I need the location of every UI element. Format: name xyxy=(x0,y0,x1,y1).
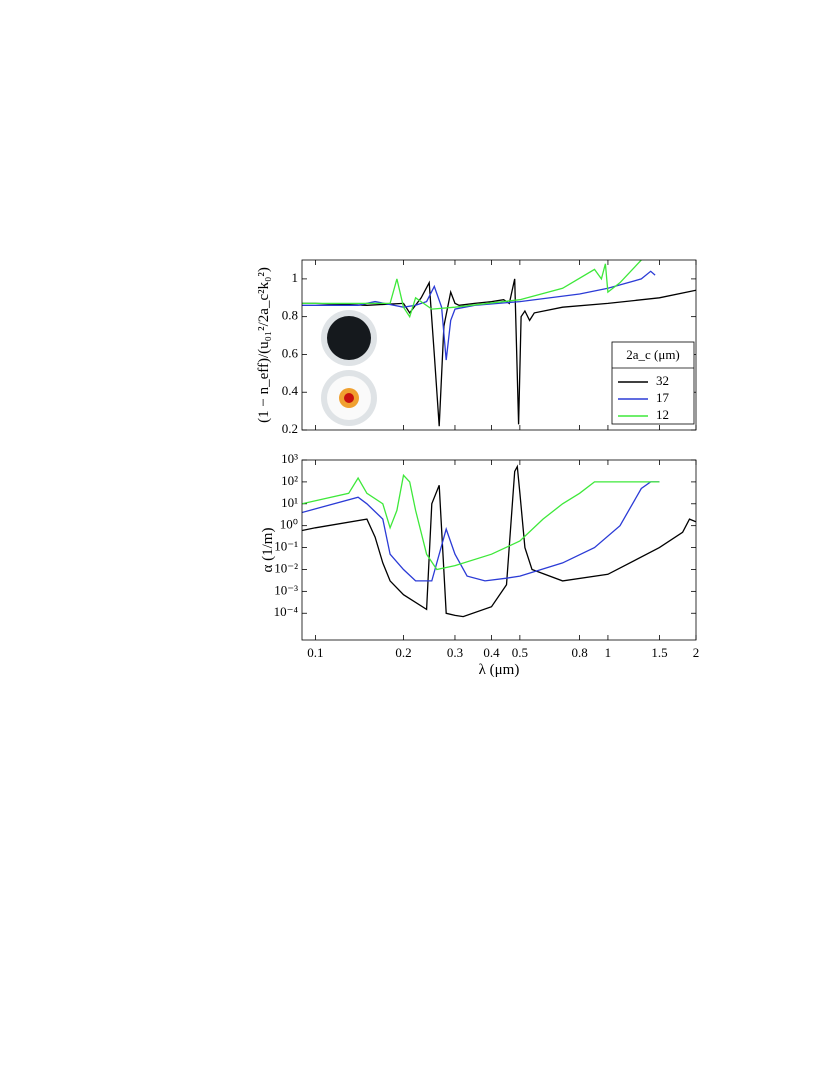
plot-lines xyxy=(302,464,696,618)
y-axis-label: α (1/m) xyxy=(260,528,276,573)
y-tick-label: 0.8 xyxy=(282,308,298,323)
y-tick-label: 10⁻¹ xyxy=(274,539,298,554)
x-tick-label: 1.5 xyxy=(651,645,667,660)
legend-label: 12 xyxy=(656,407,669,422)
y-tick-label: 10⁻³ xyxy=(274,582,298,597)
data-line xyxy=(302,473,660,571)
inset-mode-peak xyxy=(344,393,354,403)
inset-images xyxy=(321,310,377,426)
y-tick-label: 10⁻² xyxy=(274,560,298,575)
legend-label: 17 xyxy=(656,390,670,405)
legend-box xyxy=(611,341,695,425)
x-tick-label: 0.8 xyxy=(571,645,587,660)
plot-frame xyxy=(301,259,697,431)
plot-frame xyxy=(301,459,697,641)
x-tick-label: 0.2 xyxy=(395,645,411,660)
y-tick-label: 10⁰ xyxy=(280,517,298,532)
y-tick-label: 10³ xyxy=(281,451,298,466)
x-axis-label: λ (μm) xyxy=(479,662,520,678)
data-line xyxy=(302,464,696,618)
plot-lines xyxy=(302,260,696,427)
data-line xyxy=(302,481,660,582)
y-tick-label: 10¹ xyxy=(281,495,298,510)
x-tick-label: 0.1 xyxy=(307,645,323,660)
x-tick-label: 0.4 xyxy=(483,645,500,660)
y-tick-label: 0.4 xyxy=(282,383,299,398)
x-tick-label: 1 xyxy=(605,645,612,660)
data-line xyxy=(302,278,696,427)
x-tick-label: 2 xyxy=(693,645,700,660)
x-tick-label: 0.3 xyxy=(447,645,463,660)
legend-title: 2a_c (μm) xyxy=(626,347,680,362)
legend-label: 32 xyxy=(656,373,669,388)
data-line xyxy=(302,260,642,319)
y-tick-label: 10⁻⁴ xyxy=(274,604,299,619)
x-tick-label: 0.5 xyxy=(512,645,528,660)
inset-fiber-core xyxy=(327,316,371,360)
y-tick-label: 0.2 xyxy=(282,421,298,436)
y-tick-label: 1 xyxy=(292,270,299,285)
y-tick-label: 0.6 xyxy=(282,345,299,360)
data-line xyxy=(302,270,656,361)
y-tick-label: 10² xyxy=(281,473,298,488)
y-axis-label: (1 − n_eff)/(u₀₁²/2a_c²k₀²) xyxy=(256,267,272,423)
